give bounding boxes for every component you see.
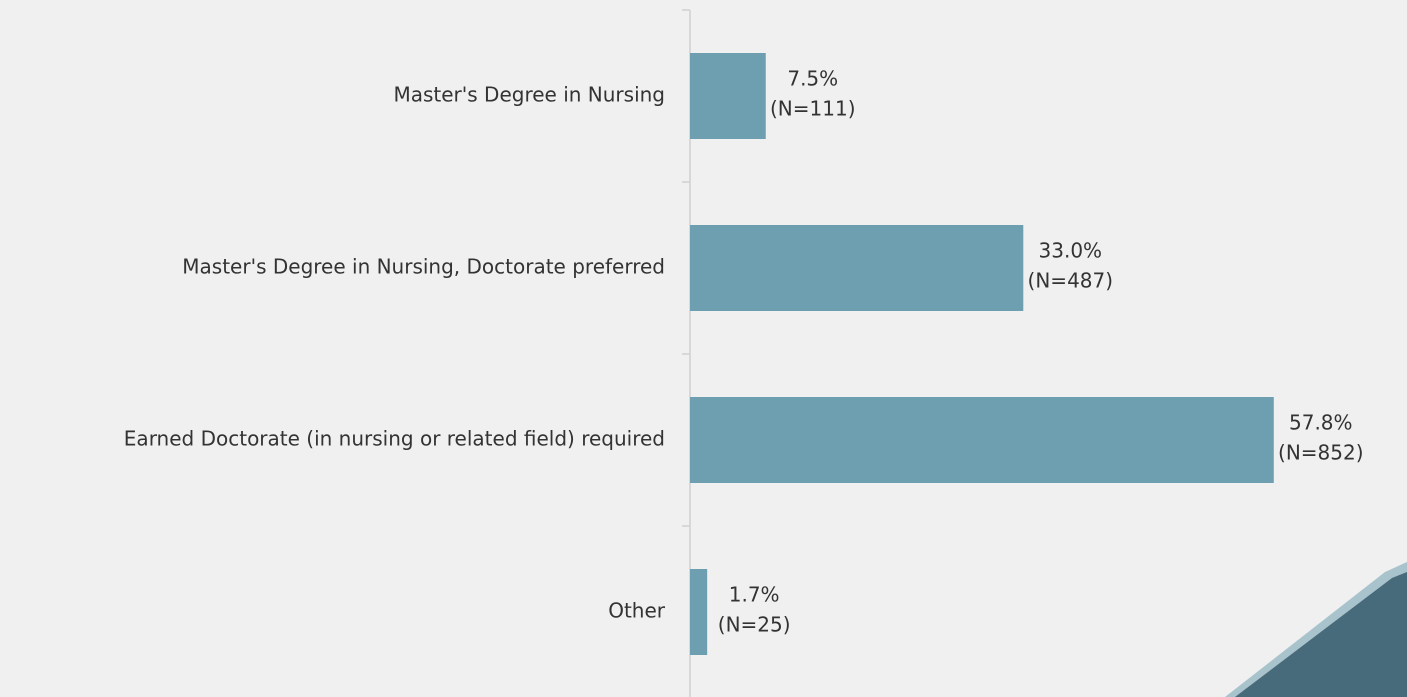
category-label: Earned Doctorate (in nursing or related … — [124, 427, 665, 451]
bar — [690, 225, 1024, 311]
category-label: Master's Degree in Nursing — [393, 83, 665, 107]
bar — [690, 53, 766, 139]
value-label: 57.8% — [1289, 411, 1353, 435]
corner-decoration — [1235, 572, 1407, 697]
n-label: (N=25) — [718, 613, 791, 637]
value-label: 33.0% — [1039, 239, 1103, 263]
value-label: 1.7% — [729, 583, 780, 607]
n-label: (N=111) — [770, 97, 856, 121]
value-label: 7.5% — [787, 67, 838, 91]
bar — [690, 397, 1274, 483]
category-label: Master's Degree in Nursing, Doctorate pr… — [182, 255, 665, 279]
category-label: Other — [608, 599, 666, 623]
n-label: (N=487) — [1028, 269, 1114, 293]
n-label: (N=852) — [1278, 441, 1364, 465]
bar — [690, 569, 708, 655]
